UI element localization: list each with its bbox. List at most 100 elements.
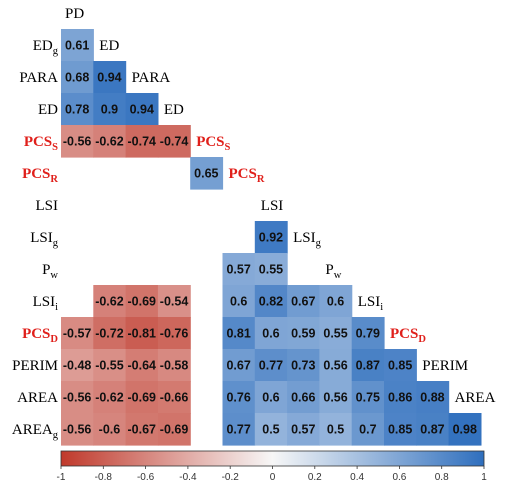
cell-value-label: -0.69 [128, 391, 157, 405]
row-label: LSI [36, 198, 59, 214]
cell-value-label: 0.57 [226, 263, 250, 277]
row-label-text: PCS [24, 134, 52, 150]
heatmap-cell [254, 381, 288, 414]
row-label: ED [38, 102, 58, 118]
colorbar: -1 -0.8 -0.6 -0.4 -0.2 0 0.2 0.4 0.6 0.8 1 [57, 450, 487, 483]
diagonal-label-text: LSI [358, 294, 381, 310]
cell-value-label: 0.68 [65, 71, 89, 85]
heatmap-cell [157, 317, 191, 350]
heatmap-cell [93, 381, 127, 414]
cell-value-label: 0.87 [420, 423, 444, 437]
heatmap-cells: 0.610.68 0.940.78 0.9 0.94-0.56 -0.62 -0.74 -0… [61, 29, 482, 446]
cell-value-label: 0.76 [226, 391, 250, 405]
heatmap-cell [61, 413, 94, 446]
heatmap-cell [287, 413, 320, 446]
heatmap-cell [61, 125, 94, 158]
cell-value-label: -0.56 [63, 423, 92, 437]
cell-value-label: 0.75 [356, 391, 380, 405]
heatmap-cell [125, 413, 159, 446]
row-label: PARA [19, 70, 58, 86]
diagonal-label-text: PARA [132, 70, 171, 86]
diagonal-label: LSI [261, 198, 284, 214]
row-label: PERIM [12, 358, 58, 374]
diagonal-label-text: PERIM [422, 358, 468, 374]
cell-value-label: 0.55 [259, 263, 283, 277]
diagonal-label: PCSD [390, 326, 426, 345]
cell-value-label: -0.69 [160, 423, 189, 437]
cell-value-label: 0.73 [291, 359, 315, 373]
heatmap-labels: EDgPARAEDPCSSPCSRLSILSIgPwLSIiPCSDPERIMA… [12, 6, 496, 441]
heatmap-cell [287, 317, 320, 350]
cell-value-label: -0.67 [128, 423, 157, 437]
heatmap-cell [157, 349, 191, 382]
colorbar-tick-label: 1 [481, 472, 487, 483]
heatmap-cell [93, 125, 127, 158]
colorbar-tick-label: 0.8 [435, 472, 449, 483]
heatmap-cell [61, 317, 94, 350]
diagonal-label: LSIi [358, 294, 384, 313]
heatmap-cell [157, 413, 191, 446]
heatmap-cell [125, 349, 159, 382]
colorbar-tick-label: 0.2 [308, 472, 322, 483]
heatmap-cell [384, 349, 417, 382]
cell-value-label: -0.69 [128, 295, 157, 309]
heatmap-cell [319, 413, 353, 446]
heatmap-cell [157, 381, 191, 414]
diagonal-label: Pw [325, 262, 341, 281]
cell-value-label: -0.58 [160, 359, 189, 373]
row-label-text: PARA [19, 70, 58, 86]
heatmap-cell [222, 381, 256, 414]
diagonal-label: PCSR [229, 166, 265, 185]
heatmap-cell [319, 285, 353, 318]
colorbar-gradient [60, 450, 485, 467]
diagonal-label-text: LSI [261, 198, 284, 214]
cell-value-label: -0.74 [128, 135, 157, 149]
row-label-text: PCS [22, 326, 50, 342]
heatmap-cell [384, 413, 417, 446]
cell-value-label: 0.85 [388, 359, 412, 373]
row-label-text: P [42, 262, 50, 278]
cell-value-label: 0.77 [226, 423, 250, 437]
row-label: Pw [42, 262, 58, 281]
row-label-subscript: g [53, 238, 59, 249]
cell-value-label: -0.64 [128, 359, 157, 373]
heatmap-cell [287, 381, 320, 414]
row-label-text: ED [33, 38, 53, 54]
diagonal-label: LSIg [293, 230, 322, 249]
cell-value-label: 0.78 [65, 103, 89, 117]
cell-value-label: 0.5 [327, 423, 344, 437]
diagonal-label-text: ED [99, 38, 119, 54]
diagonal-label-text: AREA [455, 390, 496, 406]
row-label-text: AREA [12, 422, 53, 438]
heatmap-cell [416, 413, 450, 446]
cell-value-label: -0.76 [160, 327, 189, 341]
colorbar-tick-label: 0 [270, 472, 276, 483]
cell-value-label: 0.79 [356, 327, 380, 341]
cell-value-label: 0.77 [259, 359, 283, 373]
heatmap-cell [125, 93, 159, 126]
colorbar-tick-label: -0.4 [179, 472, 197, 483]
cell-value-label: -0.48 [63, 359, 92, 373]
cell-value-label: 0.98 [453, 423, 477, 437]
diagonal-label-subscript: i [380, 302, 383, 313]
cell-value-label: -0.62 [95, 295, 124, 309]
cell-value-label: 0.56 [323, 391, 347, 405]
diagonal-label-subscript: S [225, 142, 231, 153]
diagonal-label-text: P [325, 262, 333, 278]
heatmap-cell [287, 349, 320, 382]
heatmap-cell [351, 381, 385, 414]
heatmap-cell [254, 253, 288, 286]
heatmap-cell [125, 285, 159, 318]
row-label: EDg [33, 38, 59, 57]
cell-value-label: 0.65 [194, 167, 218, 181]
heatmap-cell [61, 93, 94, 126]
heatmap-cell [319, 317, 353, 350]
heatmap-cell [61, 381, 94, 414]
cell-value-label: 0.92 [259, 231, 283, 245]
cell-value-label: -0.56 [63, 135, 92, 149]
cell-value-label: -0.62 [95, 391, 124, 405]
heatmap-cell [351, 317, 385, 350]
colorbar-tick-label: -0.8 [95, 472, 113, 483]
cell-value-label: 0.94 [130, 103, 154, 117]
heatmap-cell [190, 157, 224, 190]
